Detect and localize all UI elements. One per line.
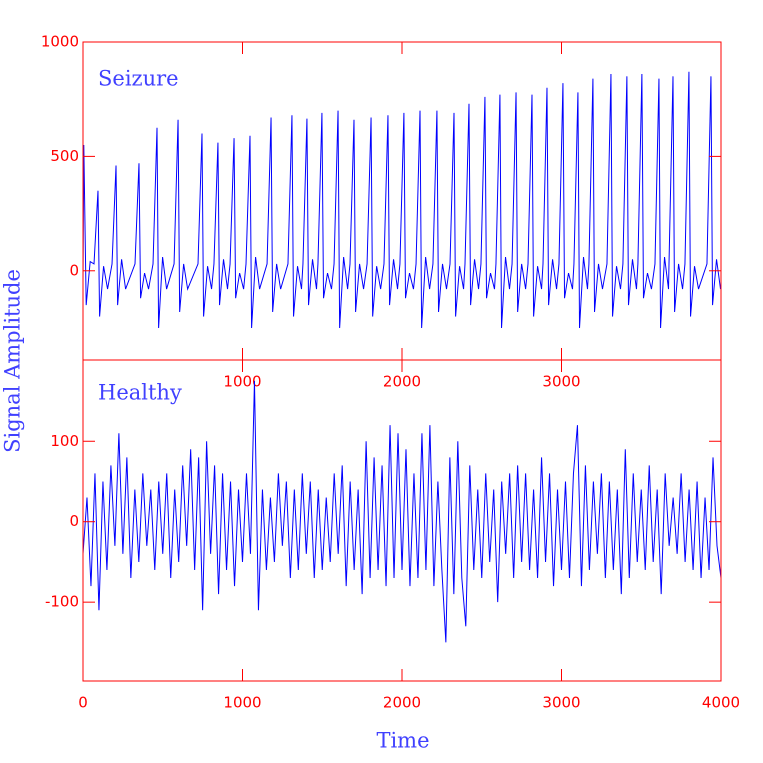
y-tick-label: 1000	[41, 33, 79, 51]
x-tick-label: 1000	[223, 694, 261, 712]
y-tick-label: 0	[69, 512, 79, 530]
signal-line	[82, 380, 722, 643]
plot-frame	[82, 359, 722, 682]
y-tick-label: 500	[50, 147, 79, 165]
x-tick-label: 3000	[542, 373, 580, 391]
signal-line	[82, 71, 722, 328]
x-tick-label: 3000	[542, 694, 580, 712]
x-axis-label: Time	[376, 729, 429, 753]
y-axis-label: Signal Amplitude	[1, 269, 25, 453]
x-tick-label: 0	[78, 694, 88, 712]
y-tick-label: 0	[69, 261, 79, 279]
x-tick-label: 2000	[383, 373, 421, 391]
y-tick-label: -100	[45, 593, 79, 611]
x-tick-label: 1000	[223, 373, 261, 391]
panel-label: Seizure	[98, 67, 179, 91]
y-tick-label: 100	[50, 432, 79, 450]
x-tick-label: 4000	[702, 694, 740, 712]
panel-label: Healthy	[98, 381, 182, 405]
x-tick-label: 2000	[383, 694, 421, 712]
